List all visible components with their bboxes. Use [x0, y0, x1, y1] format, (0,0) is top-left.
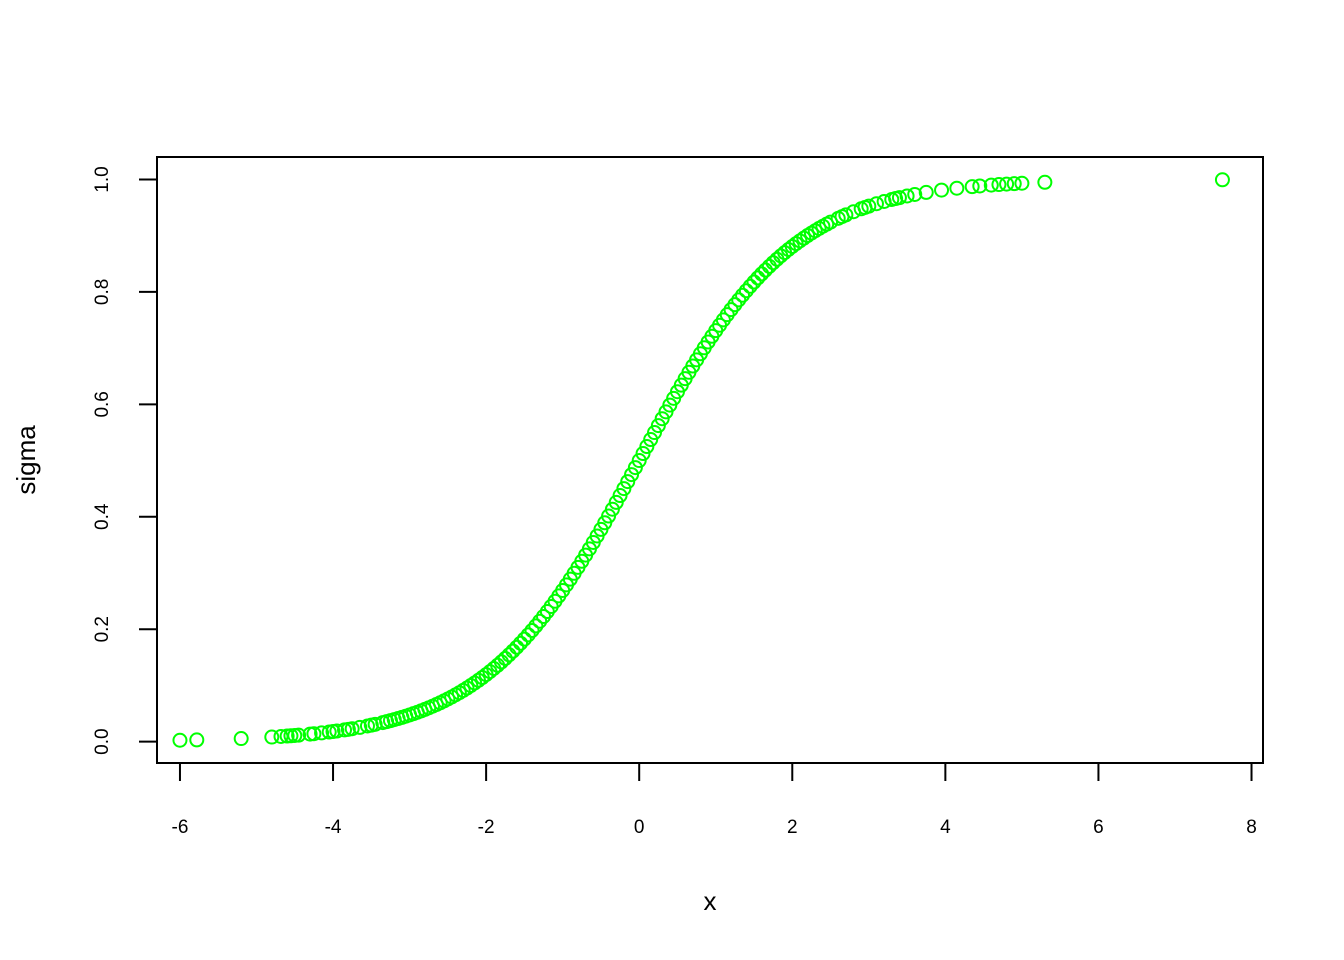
- x-tick-label: 2: [787, 817, 798, 838]
- y-axis-title: sigma: [11, 425, 41, 495]
- data-point: [792, 233, 808, 249]
- y-tick-label: 0.6: [92, 391, 113, 417]
- data-point: [264, 729, 280, 745]
- data-point: [746, 274, 762, 290]
- data-point: [516, 631, 532, 647]
- data-point: [528, 618, 544, 634]
- data-point: [1014, 175, 1030, 191]
- data-point: [513, 635, 529, 651]
- data-point: [624, 467, 640, 483]
- data-point: [509, 639, 525, 655]
- data-point: [899, 188, 915, 204]
- x-tick-label: -6: [172, 817, 189, 838]
- data-point: [635, 446, 651, 462]
- data-point: [505, 643, 521, 659]
- data-point: [631, 453, 647, 469]
- data-point: [172, 732, 188, 748]
- x-tick-label: -4: [325, 817, 342, 838]
- data-point: [520, 627, 536, 643]
- x-axis-title: x: [704, 886, 717, 916]
- data-point: [861, 198, 877, 214]
- data-point: [918, 184, 934, 200]
- x-axis: -6 -4 -2 0 2 4 6 8: [172, 762, 1257, 838]
- data-point: [891, 190, 907, 206]
- y-axis: 0.0 0.2 0.4 0.6 0.8 1.0: [92, 166, 158, 755]
- data-point: [532, 613, 548, 629]
- data-point: [991, 177, 1007, 193]
- data-point: [796, 230, 812, 246]
- y-tick-label: 1.0: [92, 166, 113, 192]
- data-point: [189, 732, 205, 748]
- data-point: [1006, 176, 1022, 192]
- data-point: [627, 460, 643, 476]
- data-point: [761, 258, 777, 274]
- data-point: [735, 287, 751, 303]
- y-tick-label: 0.2: [92, 616, 113, 642]
- data-point: [999, 176, 1015, 192]
- data-point: [907, 186, 923, 202]
- x-tick-label: -2: [478, 817, 495, 838]
- data-point: [291, 727, 307, 743]
- y-tick-label: 0.4: [92, 503, 113, 530]
- x-tick-label: 0: [634, 817, 645, 838]
- x-tick-label: 8: [1246, 817, 1257, 838]
- data-point: [501, 647, 517, 663]
- data-point: [352, 719, 368, 735]
- data-point: [838, 207, 854, 223]
- x-tick-label: 6: [1093, 817, 1104, 838]
- data-point: [1214, 172, 1230, 188]
- data-point: [868, 196, 884, 212]
- data-point: [731, 292, 747, 308]
- data-point: [765, 255, 781, 271]
- data-point: [233, 731, 249, 747]
- data-point: [750, 270, 766, 286]
- data-point: [306, 726, 322, 742]
- data-point: [742, 278, 758, 294]
- data-point: [964, 179, 980, 195]
- y-tick-label: 0.8: [92, 279, 113, 305]
- data-points: [172, 172, 1230, 748]
- data-point: [949, 180, 965, 196]
- data-point: [344, 721, 360, 737]
- data-point: [1037, 174, 1053, 190]
- data-point: [754, 266, 770, 282]
- data-point: [738, 283, 754, 299]
- data-point: [727, 297, 743, 313]
- x-tick-label: 4: [940, 817, 951, 838]
- data-point: [463, 678, 479, 694]
- data-point: [972, 178, 988, 194]
- plot-frame: [156, 156, 1264, 764]
- data-point: [497, 650, 513, 666]
- data-point: [983, 177, 999, 193]
- data-point: [934, 182, 950, 198]
- data-point: [757, 262, 773, 278]
- data-point: [314, 725, 330, 741]
- y-tick-label: 0.0: [92, 728, 113, 754]
- data-point: [329, 723, 345, 739]
- data-point: [524, 622, 540, 638]
